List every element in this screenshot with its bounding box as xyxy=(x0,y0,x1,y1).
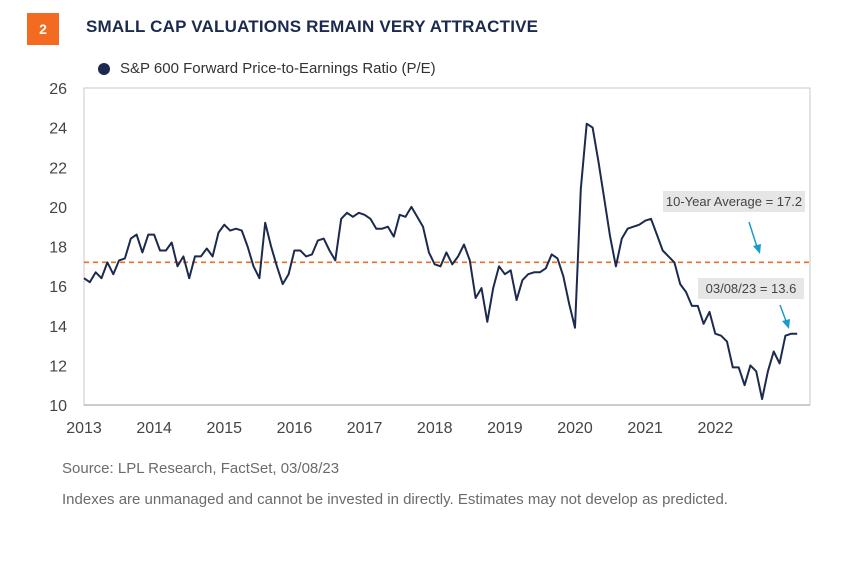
average-callout-arrow xyxy=(748,221,758,248)
x-tick-label: 2015 xyxy=(206,420,242,437)
figure-number-badge: 2 xyxy=(27,13,59,45)
x-tick-label: 2022 xyxy=(698,420,734,437)
y-tick-label: 20 xyxy=(49,200,67,217)
latest-value-callout: 03/08/23 = 13.6 xyxy=(698,278,804,329)
y-tick-label: 16 xyxy=(49,279,67,296)
disclaimer-note: Indexes are unmanaged and cannot be inve… xyxy=(62,491,728,508)
x-tick-label: 2013 xyxy=(66,420,102,437)
average-callout: 10-Year Average = 17.2 xyxy=(663,191,805,254)
chart-title: SMALL CAP VALUATIONS REMAIN VERY ATTRACT… xyxy=(86,17,539,36)
x-tick-label: 2018 xyxy=(417,420,453,437)
latest-callout-arrow xyxy=(779,304,787,322)
source-note: Source: LPL Research, FactSet, 03/08/23 xyxy=(62,460,340,477)
pe-ratio-line xyxy=(83,122,798,401)
x-tick-label: 2021 xyxy=(627,420,663,437)
latest-callout-label: 03/08/23 = 13.6 xyxy=(706,281,797,296)
y-tick-label: 26 xyxy=(49,81,67,98)
x-tick-label: 2020 xyxy=(557,420,593,437)
latest-callout-box xyxy=(698,278,804,299)
x-tick-label: 2016 xyxy=(277,420,313,437)
plot-area xyxy=(83,87,811,406)
average-callout-box xyxy=(663,191,805,212)
legend: S&P 600 Forward Price-to-Earnings Ratio … xyxy=(98,60,436,77)
x-tick-label: 2019 xyxy=(487,420,523,437)
legend-label: S&P 600 Forward Price-to-Earnings Ratio … xyxy=(120,60,436,77)
x-tick-label: 2017 xyxy=(347,420,383,437)
y-tick-label: 18 xyxy=(49,240,67,257)
y-tick-label: 14 xyxy=(49,319,67,336)
x-tick-labels: 2013 2014 2015 2016 2017 2018 2019 2020 2021 2022 xyxy=(66,420,733,437)
y-tick-label: 22 xyxy=(49,160,67,177)
y-tick-label: 24 xyxy=(49,121,67,138)
y-tick-label: 12 xyxy=(49,358,67,375)
x-tick-label: 2014 xyxy=(136,420,172,437)
y-tick-labels: 10 12 14 16 18 20 22 24 26 xyxy=(49,81,67,415)
latest-arrow-head-icon xyxy=(782,319,790,329)
legend-marker xyxy=(98,62,110,75)
average-arrow-head-icon xyxy=(753,244,761,254)
average-callout-label: 10-Year Average = 17.2 xyxy=(666,194,802,209)
y-tick-label: 10 xyxy=(49,398,67,415)
